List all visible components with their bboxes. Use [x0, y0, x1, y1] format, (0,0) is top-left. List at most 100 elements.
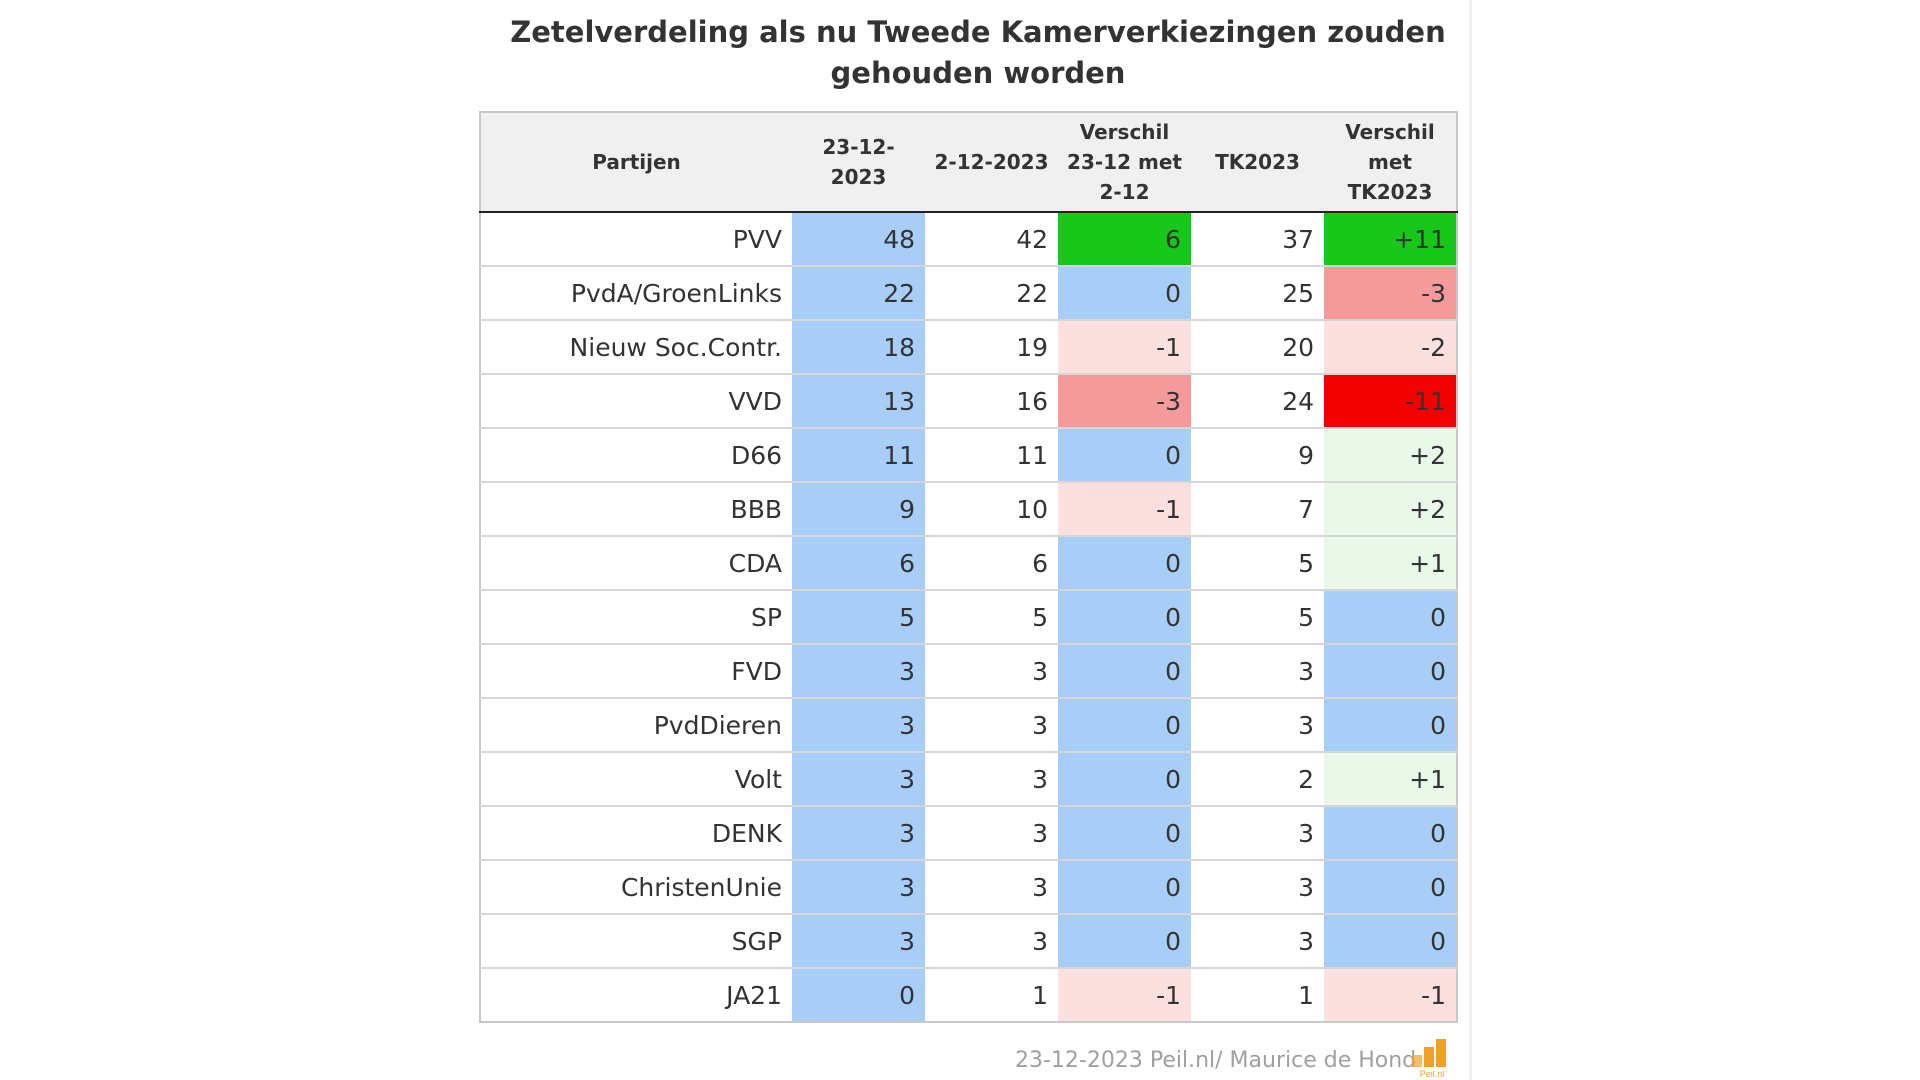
cell-diff-prev: 0 — [1058, 265, 1191, 320]
header-row: Partijen 23-12-2023 2-12-2023 Verschil 2… — [480, 112, 1457, 213]
cell-party: Volt — [480, 751, 792, 806]
cell-current: 22 — [792, 265, 925, 320]
cell-diff-election: +11 — [1324, 212, 1457, 266]
header-diff-election: Verschil met TK2023 — [1324, 112, 1457, 213]
cell-election: 3 — [1191, 805, 1324, 860]
cell-diff-election: 0 — [1324, 697, 1457, 752]
cell-party: JA21 — [480, 967, 792, 1022]
cell-election: 5 — [1191, 589, 1324, 644]
header-election: TK2023 — [1191, 112, 1324, 213]
cell-diff-prev: 0 — [1058, 913, 1191, 968]
cell-current: 3 — [792, 643, 925, 698]
cell-election: 5 — [1191, 535, 1324, 590]
cell-party: VVD — [480, 373, 792, 428]
cell-diff-prev: 0 — [1058, 535, 1191, 590]
cell-election: 2 — [1191, 751, 1324, 806]
cell-diff-election: 0 — [1324, 643, 1457, 698]
cell-party: SGP — [480, 913, 792, 968]
cell-previous: 22 — [925, 265, 1058, 320]
cell-previous: 3 — [925, 751, 1058, 806]
table-row: CDA 6 6 0 5 +1 — [480, 535, 1457, 590]
cell-diff-prev: 0 — [1058, 643, 1191, 698]
cell-previous: 3 — [925, 913, 1058, 968]
cell-current: 3 — [792, 913, 925, 968]
table-row: BBB 9 10 -1 7 +2 — [480, 481, 1457, 536]
cell-diff-prev: 0 — [1058, 589, 1191, 644]
header-current: 23-12-2023 — [792, 112, 925, 213]
cell-election: 3 — [1191, 643, 1324, 698]
cell-diff-election: +1 — [1324, 535, 1457, 590]
cell-diff-election: +2 — [1324, 427, 1457, 482]
cell-current: 5 — [792, 589, 925, 644]
cell-diff-election: -2 — [1324, 319, 1457, 374]
cell-party: PvdA/GroenLinks — [480, 265, 792, 320]
cell-diff-election: 0 — [1324, 859, 1457, 914]
cell-election: 7 — [1191, 481, 1324, 536]
table-row: DENK 3 3 0 3 0 — [480, 805, 1457, 860]
cell-current: 0 — [792, 967, 925, 1022]
cell-previous: 10 — [925, 481, 1058, 536]
table-row: VVD 13 16 -3 24 -11 — [480, 373, 1457, 428]
cell-election: 25 — [1191, 265, 1324, 320]
cell-diff-election: -11 — [1324, 373, 1457, 428]
table-row: PVV 48 42 6 37 +11 — [480, 212, 1457, 266]
cell-election: 9 — [1191, 427, 1324, 482]
logo-bar — [1436, 1039, 1446, 1067]
cell-previous: 3 — [925, 859, 1058, 914]
peil-logo: Peil.nl — [1409, 1039, 1455, 1080]
cell-previous: 5 — [925, 589, 1058, 644]
table-row: PvdA/GroenLinks 22 22 0 25 -3 — [480, 265, 1457, 320]
cell-previous: 19 — [925, 319, 1058, 374]
cell-diff-prev: 6 — [1058, 212, 1191, 266]
cell-party: FVD — [480, 643, 792, 698]
cell-party: CDA — [480, 535, 792, 590]
cell-diff-prev: -1 — [1058, 481, 1191, 536]
cell-previous: 6 — [925, 535, 1058, 590]
cell-party: BBB — [480, 481, 792, 536]
cell-diff-election: 0 — [1324, 805, 1457, 860]
cell-current: 3 — [792, 805, 925, 860]
cell-previous: 3 — [925, 697, 1058, 752]
cell-diff-prev: -1 — [1058, 319, 1191, 374]
cell-election: 20 — [1191, 319, 1324, 374]
cell-previous: 16 — [925, 373, 1058, 428]
cell-diff-election: -3 — [1324, 265, 1457, 320]
cell-diff-prev: 0 — [1058, 697, 1191, 752]
cell-party: SP — [480, 589, 792, 644]
logo-bar — [1412, 1055, 1422, 1067]
logo-text: Peil.nl — [1419, 1069, 1445, 1079]
cell-previous: 3 — [925, 643, 1058, 698]
cell-current: 9 — [792, 481, 925, 536]
cell-diff-prev: -3 — [1058, 373, 1191, 428]
cell-party: Nieuw Soc.Contr. — [480, 319, 792, 374]
cell-election: 3 — [1191, 913, 1324, 968]
seat-table: Partijen 23-12-2023 2-12-2023 Verschil 2… — [479, 111, 1458, 1023]
cell-current: 18 — [792, 319, 925, 374]
table-row: ChristenUnie 3 3 0 3 0 — [480, 859, 1457, 914]
table-row: SGP 3 3 0 3 0 — [480, 913, 1457, 968]
cell-diff-election: +2 — [1324, 481, 1457, 536]
cell-election: 37 — [1282, 224, 1314, 254]
cell-diff-election: 0 — [1324, 913, 1457, 968]
cell-diff-prev: 0 — [1058, 427, 1191, 482]
chart-title: Zetelverdeling als nu Tweede Kamerverkie… — [510, 15, 1446, 90]
cell-diff-election: 0 — [1324, 589, 1457, 644]
cell-current: 13 — [792, 373, 925, 428]
table-row: PvdDieren 3 3 0 3 0 — [480, 697, 1457, 752]
table-row: SP 5 5 0 5 0 — [480, 589, 1457, 644]
source-credit: 23-12-2023 Peil.nl/ Maurice de Hond — [1015, 1048, 1417, 1073]
cell-diff-election: -1 — [1324, 967, 1457, 1022]
cell-previous: 1 — [925, 967, 1058, 1022]
cell-diff-prev: 0 — [1058, 805, 1191, 860]
header-diff-prev: Verschil 23-12 met 2-12 — [1058, 112, 1191, 213]
cell-current: 3 — [792, 697, 925, 752]
cell-party: ChristenUnie — [480, 859, 792, 914]
cell-previous: 3 — [925, 805, 1058, 860]
cell-previous: 11 — [925, 427, 1058, 482]
cell-diff-prev: 0 — [1058, 859, 1191, 914]
cell-election: 3 — [1191, 697, 1324, 752]
cell-previous: 42 — [1016, 224, 1048, 254]
table-row: FVD 3 3 0 3 0 — [480, 643, 1457, 698]
cell-election: 1 — [1191, 967, 1324, 1022]
cell-current: 48 — [792, 212, 925, 266]
